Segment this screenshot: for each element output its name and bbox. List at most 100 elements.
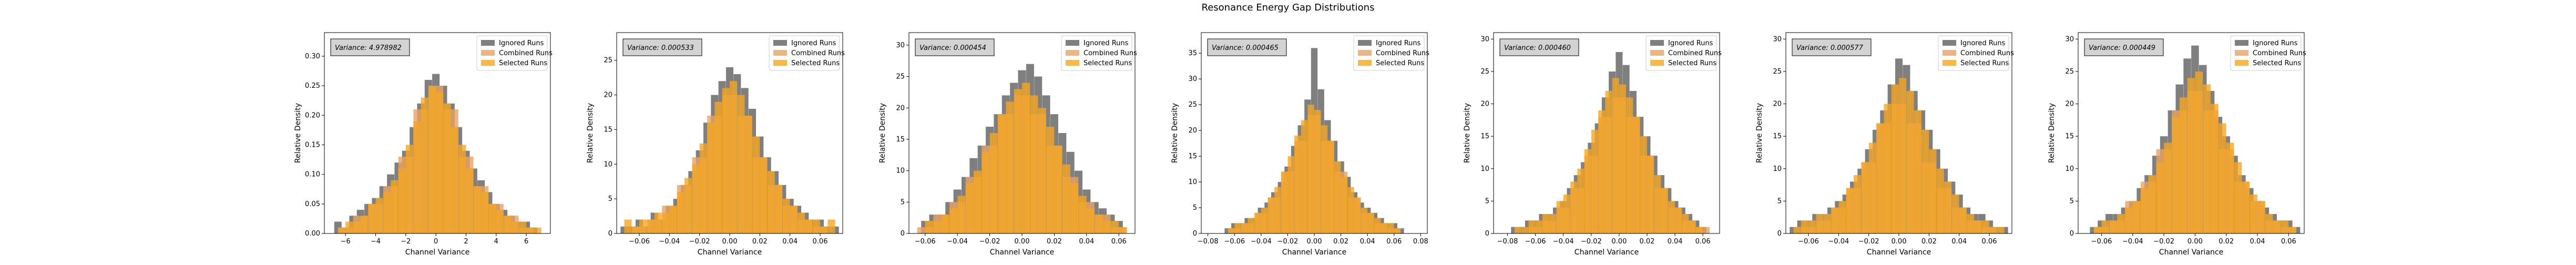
selected-bar [1854,175,1862,233]
legend-swatch-selected [481,60,495,66]
legend-swatch-selected [773,60,787,66]
x-tick-label: −0.06 [1798,238,1819,246]
selected-bar [1959,207,1967,233]
y-tick-label: 35 [1188,49,1197,57]
x-axis-label: Channel Variance [990,248,1054,257]
x-tick-label: −0.04 [659,238,680,246]
selected-bar [1347,187,1354,233]
selected-bar [383,192,391,233]
selected-bar [1248,218,1255,233]
figure-title: Resonance Energy Gap Distributions [1201,2,1375,13]
selected-bar [443,103,451,233]
x-tick-label: 0.00 [2187,238,2203,246]
selected-bar [1921,129,1929,233]
selected-bar [2132,201,2141,233]
selected-bar [1974,220,1982,233]
selected-bar [1521,227,1529,233]
combined-bar [1387,228,1401,233]
selected-bar [1038,108,1046,233]
variance-label: Variance: 4.978982 [335,44,402,52]
selected-bar [2125,207,2133,233]
selected-bar [1944,181,1952,233]
x-tick-label: −0.02 [1858,238,1879,246]
selected-bar [2109,220,2117,233]
selected-bar [805,219,813,233]
chart-panel-7: −0.06 −0.04 −0.02 0.00 0.02 0.04 0.06 0 5 10 15 20 2… [2048,32,2306,257]
y-tick-label: 0 [1485,230,1489,238]
legend-swatch-combined [1943,50,1956,56]
selected-bar [1054,145,1062,234]
selected-bar [1535,220,1542,233]
y-axis-label: Relative Density [878,103,887,163]
x-tick-label: 0.06 [813,238,828,246]
y-tick-label: 5 [2070,197,2074,205]
selected-bar [1584,149,1591,233]
ignored-bar [530,227,538,233]
selected-bar [1022,83,1030,233]
y-tick-label: 5 [901,198,905,206]
y-tick-label: 30 [1773,35,1782,43]
y-tick-label: 20 [1480,100,1489,108]
selected-bar [1387,223,1394,233]
x-tick-label: 0.02 [1639,238,1654,246]
selected-bar [1997,227,2005,233]
x-tick-label: 0.06 [2281,238,2296,246]
variance-box [1207,38,1287,56]
selected-bar [1556,201,1563,233]
selected-bar [737,95,745,234]
selected-bar [1876,123,1884,233]
selected-bar [1696,227,1703,233]
y-tick-label: 0.05 [305,200,320,208]
legend-label-combined: Combined Runs [499,49,553,57]
selected-bar [1307,105,1314,233]
axes-frame [1493,32,1720,234]
selected-bar [639,219,647,233]
selected-bar [1929,149,1937,233]
x-tick-label: −0.06 [915,238,936,246]
selected-bar [2242,181,2250,233]
y-tick-label: 0.15 [305,141,320,149]
x-tick-label: 0.04 [1951,238,1967,246]
selected-bar [2281,220,2289,233]
legend-label-selected: Selected Runs [1376,59,1424,67]
selected-bar [368,203,376,233]
x-tick-label: −0.04 [1828,238,1849,246]
x-tick-label: 0.04 [1360,238,1375,246]
selected-bar [1951,195,1959,233]
selected-bar [827,219,835,233]
y-tick-label: 15 [2065,132,2074,140]
selected-bar [473,186,481,233]
x-axis-label: Channel Variance [1282,248,1346,257]
y-tick-label: 20 [1773,100,1782,108]
y-tick-label: 10 [1773,165,1782,173]
selected-bar [1682,214,1689,233]
legend-label-selected: Selected Runs [2253,59,2301,67]
legend-swatch-combined [2235,50,2248,56]
selected-bar [2195,71,2203,233]
legend-label-ignored: Ignored Runs [1083,39,1129,47]
selected-bar [2226,142,2234,233]
selected-bar [1070,183,1079,233]
y-tick-label: 10 [2065,165,2074,173]
x-tick-label: 0.00 [1611,238,1627,246]
selected-bar [2101,220,2110,233]
y-tick-label: 0 [1193,230,1197,238]
legend-label-combined: Combined Runs [791,49,845,57]
selected-bar [1087,208,1095,233]
selected-bar [1394,228,1401,233]
selected-bar [1899,78,1907,233]
axes-frame [324,32,551,234]
x-tick-label: 0.04 [782,238,798,246]
y-axis-label: Relative Density [1463,103,1471,163]
legend-swatch-selected [1358,60,1372,66]
selected-bar [436,91,444,233]
variance-box [1499,38,1579,56]
selected-bar [1626,97,1633,234]
selected-bar [707,123,715,233]
selected-bar [692,164,700,233]
selected-bar [941,215,949,233]
y-tick-label: 25 [604,57,612,65]
x-tick-label: −0.08 [1198,238,1219,246]
selected-bar [345,221,353,233]
chart-panel-1: −6 −4 −2 0 2 4 6 0.00 0.05 0.10 0.15 0.20 0.25 0.30 Ch… [294,32,553,257]
